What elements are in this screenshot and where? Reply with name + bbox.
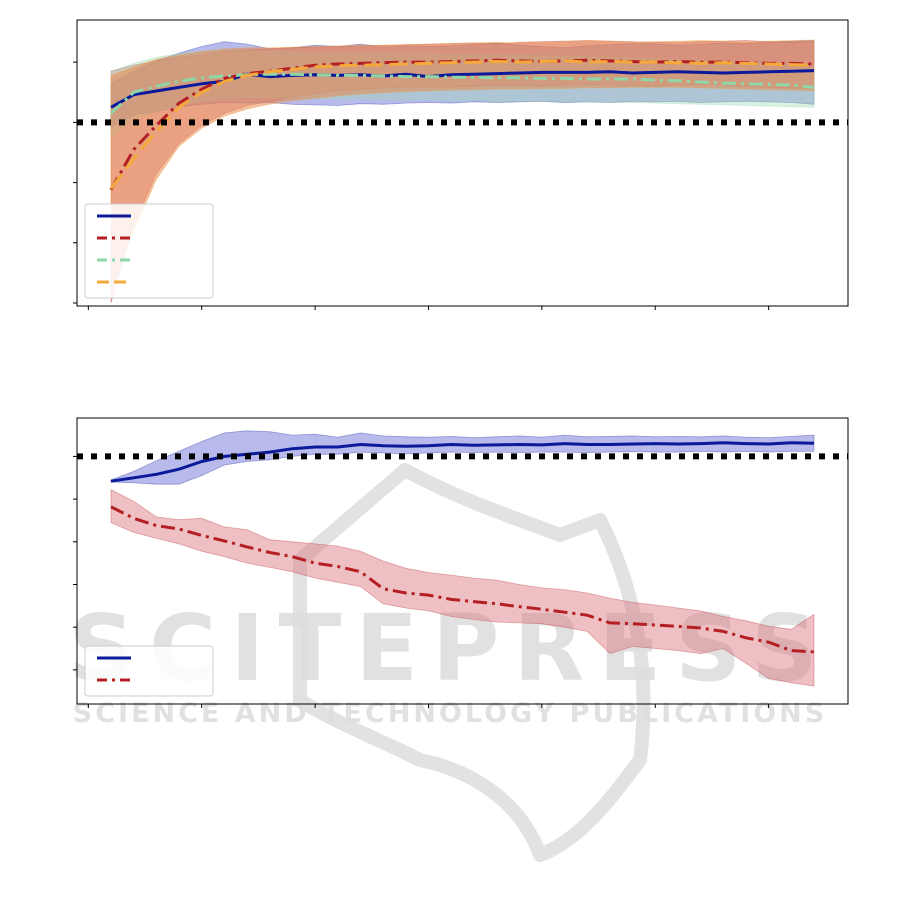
series-green-line [109,72,815,115]
watermark-emblem [293,463,651,862]
legend [84,645,214,697]
series-orange-band [110,39,815,292]
chart-bottom [73,417,849,708]
series-orange-line [109,59,815,190]
plot-frame [76,19,849,307]
chart-top [73,19,849,310]
legend-box [84,645,214,697]
plot-frame [76,417,849,705]
plot-area [110,430,815,687]
series-blue-line [110,441,815,483]
series-red-line [110,505,815,654]
series-red-band [110,489,815,687]
legend [84,203,214,299]
legend-box [84,203,214,299]
series-red-line [109,58,815,191]
plot-area [109,39,815,304]
watermark-subtitle: SCIENCE AND TECHNOLOGY PUBLICATIONS [73,698,827,729]
